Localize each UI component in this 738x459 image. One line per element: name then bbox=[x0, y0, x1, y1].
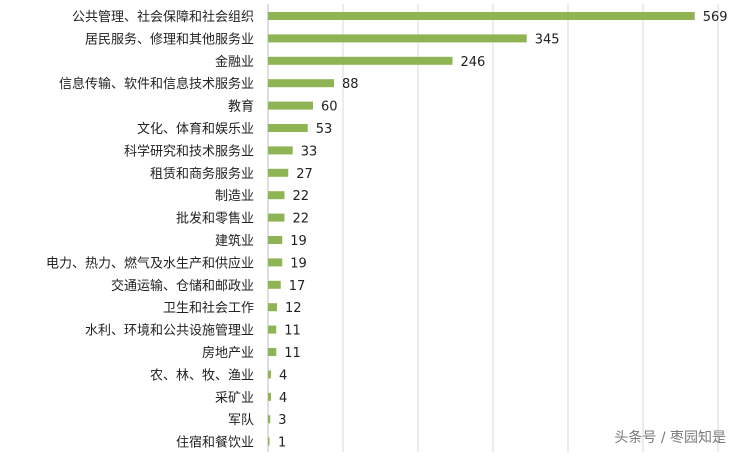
bar bbox=[268, 191, 285, 200]
bar bbox=[268, 325, 277, 334]
value-label: 19 bbox=[290, 234, 307, 249]
value-label: 27 bbox=[296, 167, 313, 182]
value-label: 22 bbox=[293, 189, 310, 204]
category-label: 金融业 bbox=[215, 54, 254, 70]
category-label: 信息传输、软件和信息技术服务业 bbox=[59, 76, 254, 92]
bar bbox=[268, 392, 271, 401]
bars bbox=[268, 12, 695, 446]
category-label: 租赁和商务服务业 bbox=[150, 166, 254, 182]
value-label: 246 bbox=[461, 55, 486, 70]
category-label: 建筑业 bbox=[215, 233, 254, 249]
category-label: 军队 bbox=[228, 413, 254, 428]
bar bbox=[268, 101, 313, 110]
value-label: 345 bbox=[535, 32, 560, 47]
category-label: 科学研究和技术服务业 bbox=[124, 143, 254, 159]
value-label: 4 bbox=[279, 391, 287, 406]
category-label: 居民服务、修理和其他服务业 bbox=[85, 31, 254, 47]
bar bbox=[268, 56, 453, 65]
category-label: 卫生和社会工作 bbox=[163, 300, 254, 316]
value-label: 19 bbox=[290, 256, 307, 271]
bar bbox=[268, 146, 293, 155]
category-label: 制造业 bbox=[215, 189, 254, 204]
category-label: 文化、体育和娱乐业 bbox=[137, 121, 254, 137]
value-label: 53 bbox=[316, 122, 333, 137]
category-label: 公共管理、社会保障和社会组织 bbox=[72, 9, 254, 25]
bar bbox=[268, 79, 334, 88]
value-label: 11 bbox=[284, 324, 301, 339]
category-label: 水利、环境和公共设施管理业 bbox=[85, 324, 254, 339]
value-label: 33 bbox=[301, 144, 318, 159]
watermark-text: 头条号 / 枣园知是 bbox=[614, 429, 726, 446]
category-label: 批发和零售业 bbox=[176, 211, 254, 227]
bar bbox=[268, 415, 271, 424]
bar bbox=[268, 124, 308, 132]
value-label: 17 bbox=[289, 279, 306, 294]
bar bbox=[268, 303, 277, 312]
bar bbox=[268, 34, 527, 43]
bar bbox=[268, 370, 271, 379]
value-label: 11 bbox=[284, 346, 301, 361]
category-label: 电力、热力、燃气及水生产和供应业 bbox=[46, 255, 254, 271]
value-label: 60 bbox=[321, 100, 338, 115]
category-label: 教育 bbox=[228, 99, 254, 115]
category-label: 住宿和餐饮业 bbox=[176, 435, 254, 451]
bar bbox=[268, 437, 270, 446]
value-label: 4 bbox=[279, 368, 287, 383]
bar bbox=[268, 213, 285, 222]
category-label: 交通运输、仓储和邮政业 bbox=[111, 278, 254, 294]
bar bbox=[268, 12, 695, 20]
bar bbox=[268, 236, 283, 244]
bar bbox=[268, 348, 277, 356]
value-label: 22 bbox=[293, 212, 310, 227]
value-label: 1 bbox=[278, 436, 286, 451]
category-labels: 公共管理、社会保障和社会组织居民服务、修理和其他服务业金融业信息传输、软件和信息… bbox=[46, 9, 254, 451]
value-label: 88 bbox=[342, 77, 359, 92]
category-label: 房地产业 bbox=[202, 345, 254, 361]
bar bbox=[268, 168, 289, 177]
value-labels: 569 345 246 88 60 53 33 27 22 22 19 19 17 12 11 11 4 4 3 1 bbox=[278, 10, 728, 451]
value-label: 569 bbox=[703, 10, 728, 25]
bar bbox=[268, 280, 281, 289]
value-label: 3 bbox=[278, 413, 286, 428]
value-label: 12 bbox=[285, 301, 302, 316]
category-label: 采矿业 bbox=[215, 391, 254, 406]
gridlines bbox=[267, 4, 719, 452]
bar bbox=[268, 258, 283, 267]
category-label: 农、林、牧、渔业 bbox=[150, 368, 254, 383]
